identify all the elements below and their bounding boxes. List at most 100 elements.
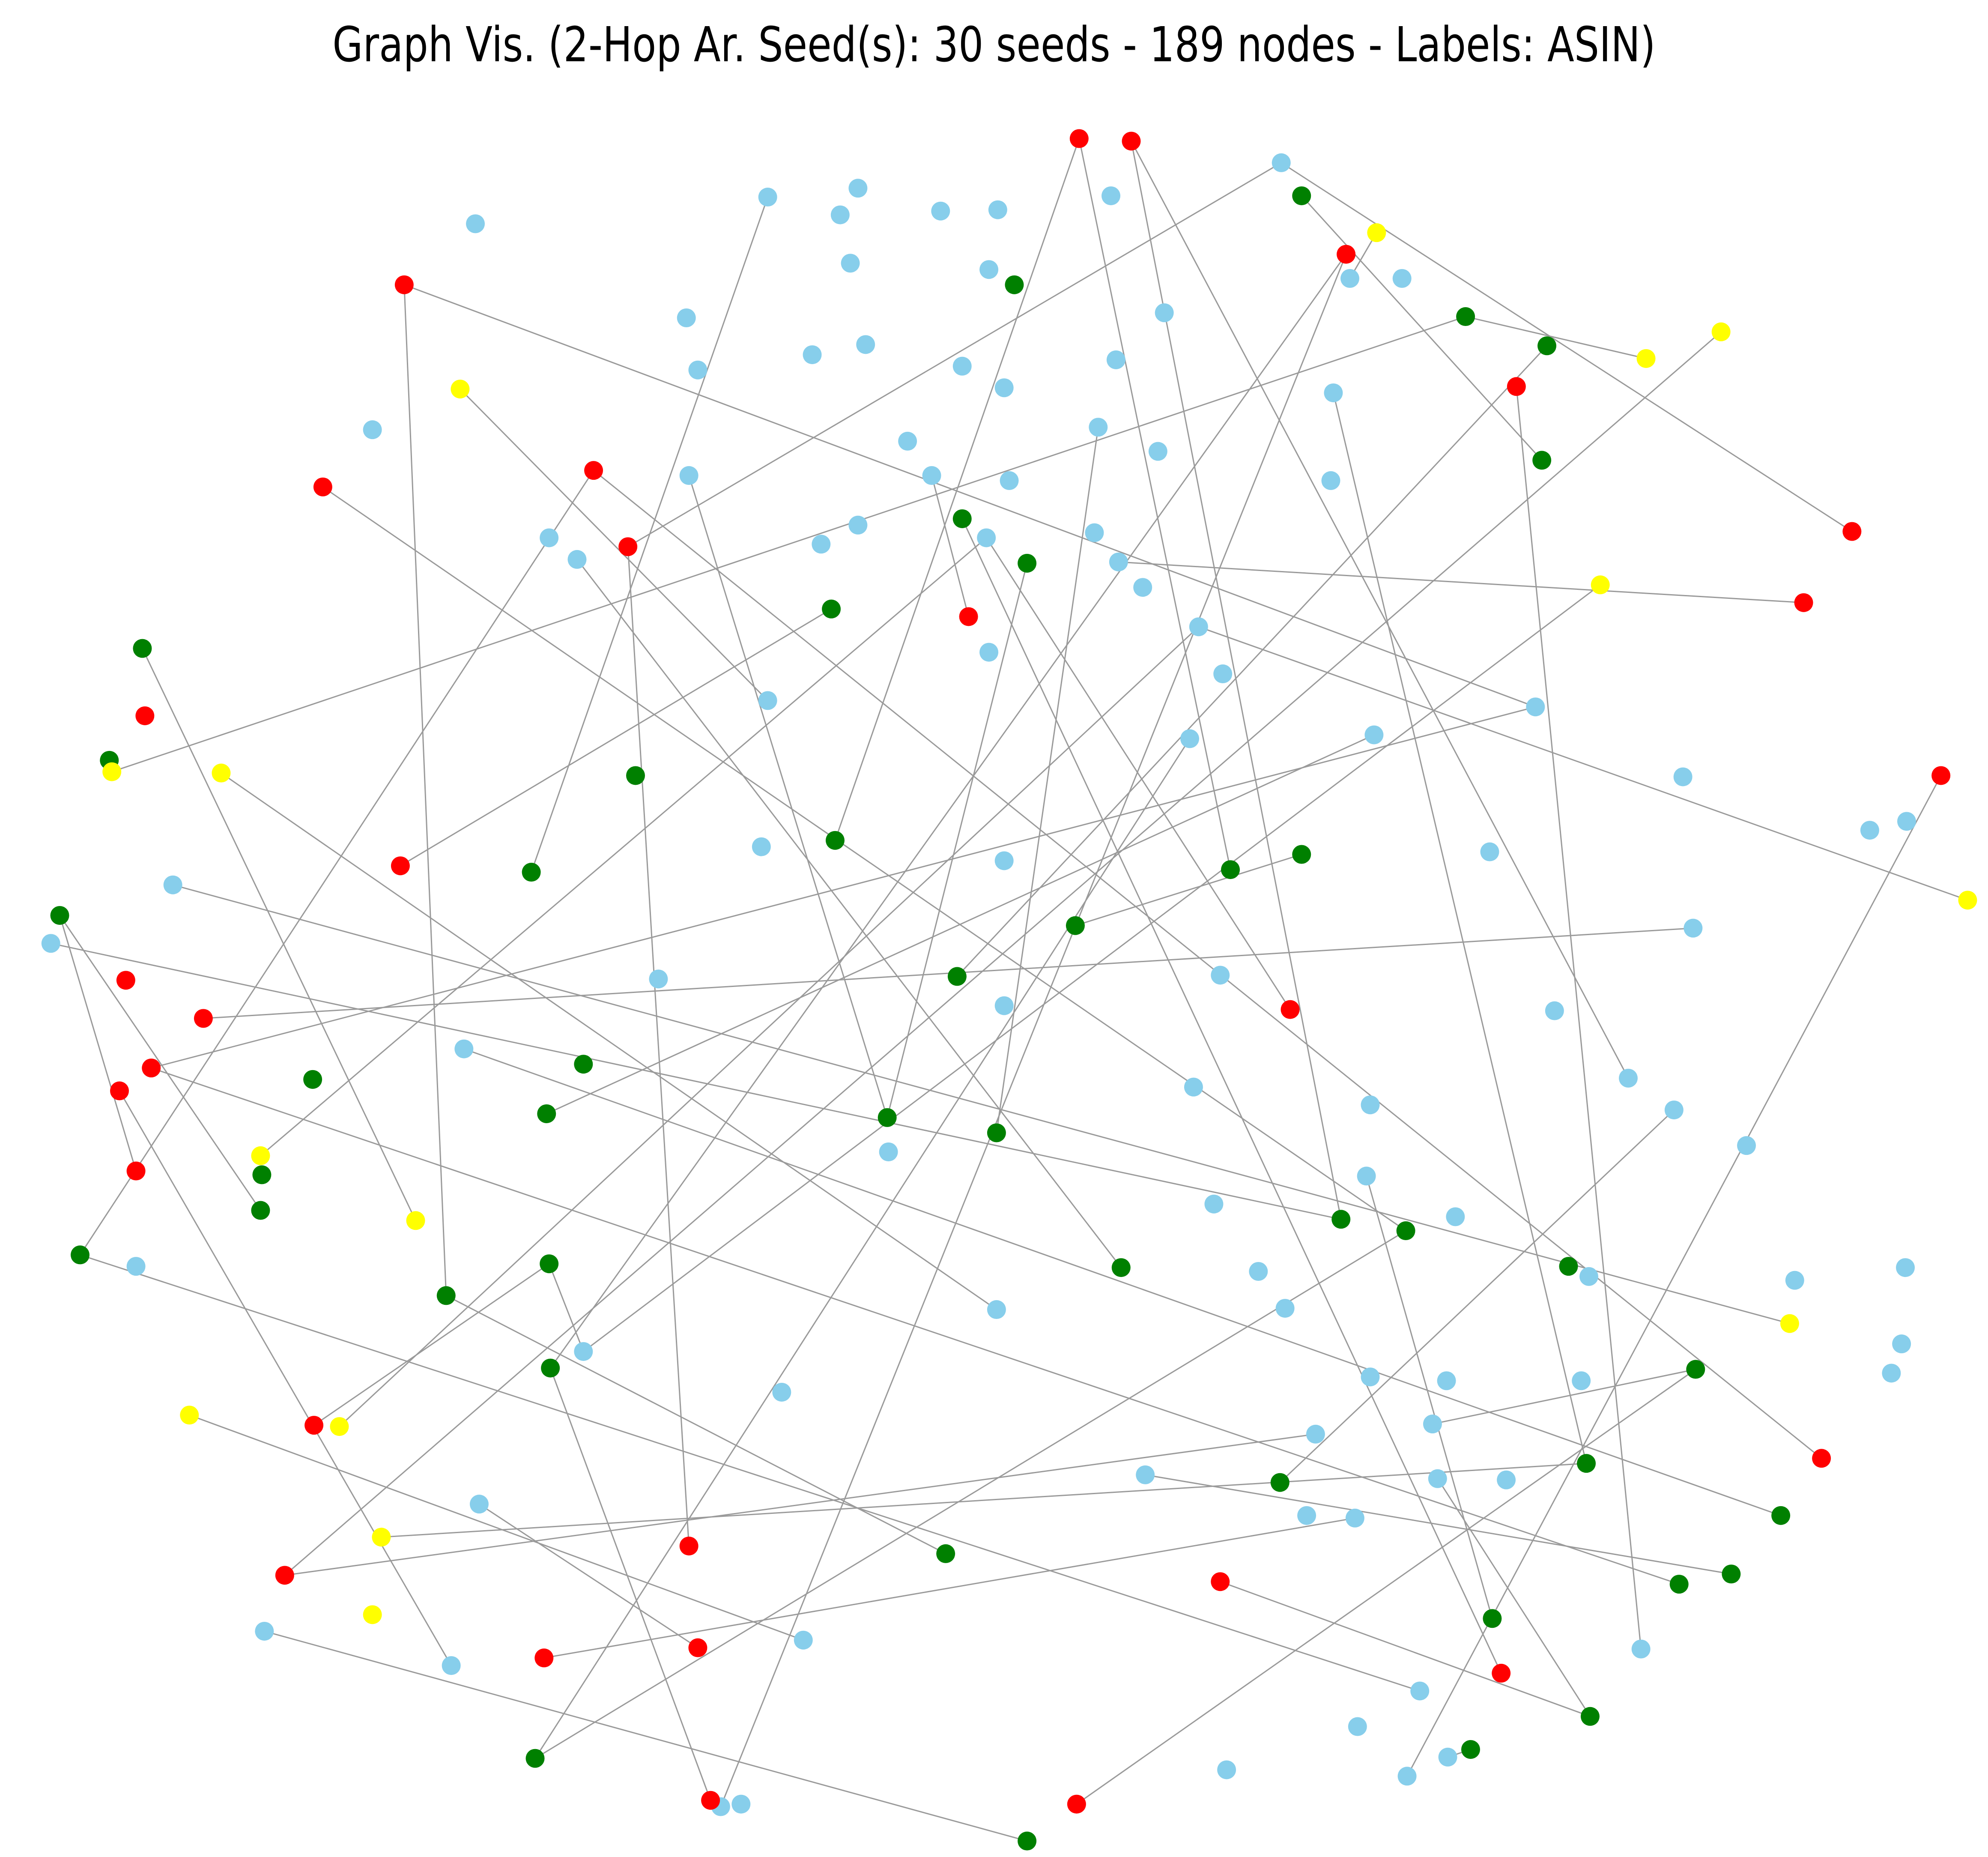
graph-edge (576, 559, 1122, 1268)
green-node (1396, 1221, 1415, 1241)
red-node (394, 275, 414, 294)
blue-node (1361, 1367, 1380, 1387)
blue-node (830, 205, 850, 224)
blue-node (1204, 1194, 1224, 1214)
graph-edge (1432, 1369, 1696, 1425)
graph-edge (834, 138, 1080, 841)
red-node (1122, 132, 1141, 151)
blue-node (1892, 1334, 1911, 1354)
green-node (626, 766, 645, 785)
red-node (126, 1161, 146, 1181)
blue-node (988, 200, 1007, 219)
red-node (313, 477, 332, 496)
graph-edge (463, 1048, 1781, 1516)
blue-node (1217, 1760, 1236, 1779)
blue-node (1361, 1095, 1380, 1115)
blue-node (163, 875, 182, 894)
green-node (1483, 1609, 1502, 1628)
green-node (1686, 1360, 1705, 1379)
red-node (1281, 1000, 1300, 1019)
red-node (584, 461, 603, 480)
blue-node (1423, 1414, 1442, 1434)
blue-node (255, 1621, 274, 1641)
blue-node (987, 1300, 1006, 1319)
blue-node (856, 335, 875, 354)
green-node (522, 863, 541, 882)
blue-node (1357, 1166, 1376, 1186)
graph-edge (221, 772, 997, 1310)
yellow-node (1367, 223, 1386, 242)
graph-edge (1220, 1581, 1591, 1717)
green-node (1270, 1473, 1290, 1492)
graph-edge (985, 537, 1291, 1010)
green-node (1005, 275, 1024, 294)
green-node (1331, 1210, 1351, 1229)
graph-edge (479, 1503, 698, 1648)
blue-node (979, 260, 999, 279)
blue-node (1213, 664, 1233, 684)
blue-node (922, 466, 941, 485)
green-node (1537, 336, 1557, 356)
blue-node (1480, 842, 1499, 861)
blue-node (812, 535, 831, 554)
graph-edge (322, 486, 1406, 1232)
graph-edge (284, 331, 1722, 1576)
green-node (574, 1055, 593, 1074)
blue-node (1437, 1371, 1456, 1391)
yellow-node (180, 1405, 199, 1425)
graph-edge (1301, 195, 1543, 461)
graph-title: Graph Vis. (2-Hop Ar. Seed(s): 30 seeds … (332, 17, 1656, 73)
green-node (1722, 1564, 1741, 1584)
graph-edge (1076, 1369, 1696, 1805)
red-node (1067, 1794, 1086, 1814)
graph-edge (720, 254, 1347, 1807)
blue-node (1321, 471, 1340, 490)
yellow-node (451, 380, 470, 399)
green-node (1580, 1707, 1600, 1726)
graph-edge (548, 1263, 584, 1352)
graph-edge (59, 915, 261, 1211)
yellow-node (363, 1605, 382, 1624)
blue-node (1631, 1639, 1651, 1659)
blue-node (679, 466, 698, 485)
blue-node (1428, 1469, 1447, 1488)
graph-edge (403, 284, 447, 1296)
blue-node (567, 550, 587, 569)
graph-edge (1437, 1478, 1591, 1717)
green-node (1461, 1740, 1480, 1759)
blue-node (1410, 1681, 1430, 1701)
blue-node (1737, 1136, 1756, 1155)
graph-edge (1078, 138, 1231, 870)
red-node (135, 706, 155, 725)
blue-node (898, 431, 917, 451)
blue-node (540, 528, 559, 547)
blue-node (1364, 725, 1384, 745)
red-node (1507, 377, 1526, 396)
red-node (194, 1009, 213, 1028)
green-node (1577, 1454, 1596, 1473)
blue-node (1306, 1424, 1325, 1444)
green-node (936, 1544, 955, 1563)
yellow-node (1780, 1314, 1799, 1333)
red-node (679, 1537, 698, 1556)
graph-edge (549, 254, 1347, 1369)
green-node (952, 509, 972, 528)
graph-edge (284, 1433, 1316, 1576)
graph-edge (1131, 141, 1629, 1079)
graph-edge (956, 345, 1548, 977)
green-node (825, 831, 845, 850)
blue-node (1664, 1100, 1684, 1120)
yellow-node (1636, 349, 1656, 368)
blue-node (1392, 269, 1412, 288)
graph-edge (51, 942, 1341, 1220)
red-node (1842, 522, 1862, 541)
blue-node (41, 934, 60, 953)
blue-node (772, 1382, 791, 1402)
graph-edge (931, 475, 970, 617)
blue-node (1897, 812, 1916, 831)
blue-node (1446, 1207, 1465, 1226)
graph-edge (59, 915, 137, 1171)
green-node (303, 1070, 322, 1089)
blue-node (841, 254, 860, 273)
